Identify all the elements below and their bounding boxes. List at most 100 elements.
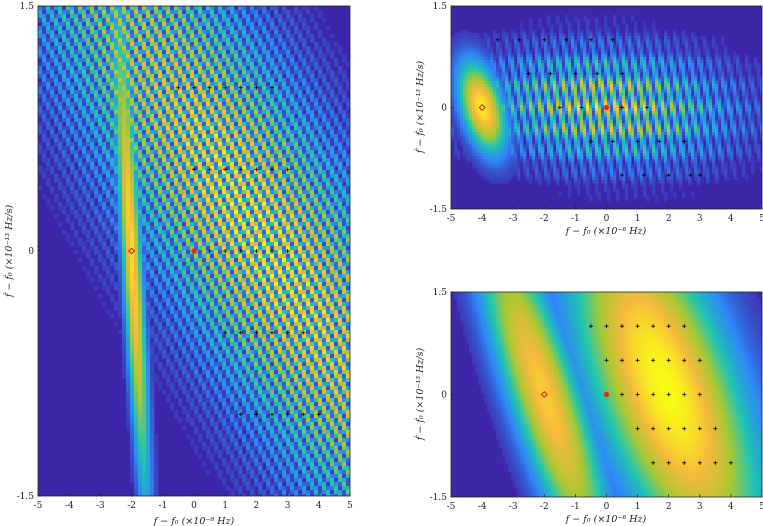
heatmap-cell [102,122,107,127]
heatmap-cell [174,138,179,143]
heatmap-cell [98,106,103,111]
heatmap-cell [302,126,307,131]
heatmap-cell [154,82,159,87]
heatmap-cell [118,226,123,231]
heatmap-cell [266,134,271,139]
heatmap-cell [202,38,207,43]
heatmap-cell [318,114,323,119]
heatmap-cell [74,190,79,195]
heatmap-cell [154,110,159,115]
heatmap-cell [126,66,131,71]
heatmap-cell [226,290,231,295]
heatmap-cell [242,18,247,23]
heatmap-cell [310,122,315,127]
heatmap-cell [50,186,55,191]
heatmap-cell [162,38,167,43]
heatmap-cell [118,286,123,291]
heatmap-cell [74,62,79,67]
heatmap-cell [166,18,171,23]
heatmap-cell [198,62,203,67]
heatmap-cell [214,194,219,199]
heatmap-cell [190,10,195,15]
heatmap-cell [138,74,143,79]
heatmap-cell [238,54,243,59]
heatmap-cell [286,90,291,95]
heatmap-cell [138,54,143,59]
heatmap-cell [274,278,279,283]
heatmap-cell [290,102,295,107]
heatmap-cell [342,166,347,171]
heatmap-cell [338,262,343,267]
heatmap-cell [270,58,275,63]
heatmap-cell [182,290,187,295]
heatmap-cell [234,54,239,59]
heatmap-cell [154,186,159,191]
heatmap-cell [250,170,255,175]
heatmap-cell [210,82,215,87]
heatmap-cell [222,286,227,291]
heatmap-cell [258,162,263,167]
heatmap-cell [178,294,183,299]
heatmap-cell [218,214,223,219]
heatmap-cell [202,194,207,199]
heatmap-cell [158,66,163,71]
heatmap-cell [190,278,195,283]
heatmap-cell [334,94,339,99]
heatmap-cell [222,230,227,235]
heatmap-cell [234,58,239,63]
heatmap-cell [258,110,263,115]
heatmap-cell [130,86,135,91]
heatmap-cell [146,26,151,31]
heatmap-cell [250,154,255,159]
heatmap-cell [302,294,307,299]
heatmap-cell [218,266,223,271]
heatmap-cell [314,206,319,211]
heatmap-cell [234,186,239,191]
heatmap-cell [78,54,83,59]
heatmap-cell [202,22,207,27]
heatmap-cell [278,258,283,263]
heatmap-cell [210,166,215,171]
heatmap-cell [230,186,235,191]
heatmap-cell [86,138,91,143]
heatmap-cell [262,178,267,183]
heatmap-cell [194,94,199,99]
heatmap-cell [138,234,143,239]
heatmap-cell [342,114,347,119]
heatmap-cell [98,78,103,83]
heatmap-cell [74,174,79,179]
heatmap-cell [234,30,239,35]
heatmap-cell [342,286,347,291]
heatmap-cell [282,202,287,207]
heatmap-cell [182,66,187,71]
heatmap-cell [130,146,135,151]
heatmap-cell [286,274,291,279]
heatmap-cell [174,298,179,303]
heatmap-cell [138,138,143,143]
heatmap-cell [214,18,219,23]
heatmap-cell [174,118,179,123]
heatmap-cell [234,286,239,291]
heatmap-cell [346,266,350,271]
heatmap-cell [98,90,103,95]
heatmap-cell [318,166,323,171]
heatmap-cell [162,74,167,79]
heatmap-cell [146,34,151,39]
heatmap-cell [166,134,171,139]
heatmap-cell [178,242,183,247]
heatmap-cell [170,114,175,119]
heatmap-cell [90,178,95,183]
heatmap-cell [242,186,247,191]
heatmap-cell [110,30,115,35]
heatmap-cell [294,206,299,211]
heatmap-cell [194,174,199,179]
heatmap-cell [234,230,239,235]
heatmap-cell [258,82,263,87]
heatmap-cell [318,94,323,99]
heatmap-cell [242,126,247,131]
heatmap-cell [102,86,107,91]
heatmap-cell [46,142,51,147]
heatmap-cell [82,206,87,211]
heatmap-cell [226,174,231,179]
heatmap-cell [214,122,219,127]
